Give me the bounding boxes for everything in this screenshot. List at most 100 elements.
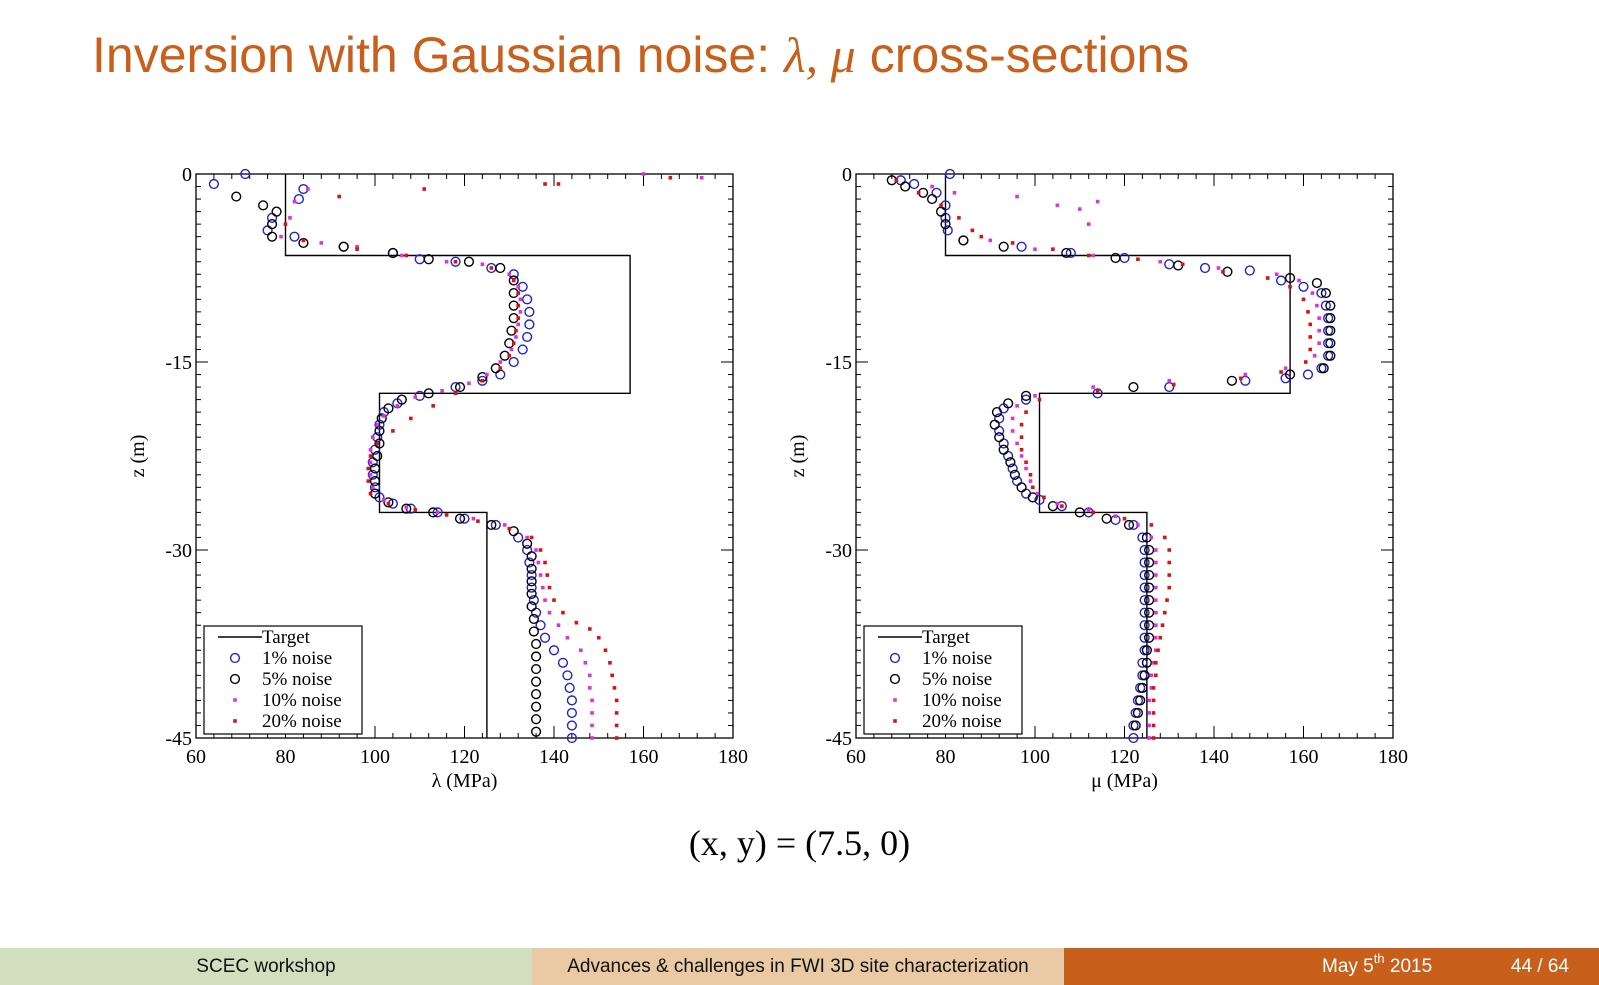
data-point-s3 bbox=[288, 216, 292, 220]
data-point-s4 bbox=[409, 416, 413, 421]
coordinate-caption: (x, y) = (7.5, 0) bbox=[688, 823, 911, 863]
data-markers bbox=[886, 168, 1336, 744]
data-point-s2 bbox=[454, 513, 466, 524]
data-point-s3 bbox=[1317, 316, 1321, 320]
data-point-s2 bbox=[530, 663, 542, 675]
data-point-s1 bbox=[459, 513, 470, 524]
data-point-s4 bbox=[561, 610, 565, 615]
x-tick-label: 100 bbox=[1020, 746, 1050, 768]
data-point-s3 bbox=[1077, 207, 1082, 211]
data-point-s3 bbox=[507, 272, 512, 277]
data-point-s4 bbox=[1154, 661, 1158, 665]
data-point-s3 bbox=[1297, 278, 1301, 283]
data-point-s4 bbox=[1158, 635, 1163, 640]
data-point-s3 bbox=[590, 698, 594, 703]
data-point-s1 bbox=[1298, 281, 1309, 292]
data-point-s4 bbox=[1028, 473, 1033, 477]
data-point-s1 bbox=[524, 319, 535, 330]
data-point-s3 bbox=[1055, 203, 1060, 208]
legend-marker bbox=[229, 652, 241, 664]
data-point-s2 bbox=[528, 626, 539, 637]
data-point-s3 bbox=[1312, 353, 1317, 358]
data-point-s2 bbox=[383, 497, 394, 508]
data-point-s4 bbox=[1306, 310, 1310, 314]
data-point-s2 bbox=[338, 241, 349, 252]
data-point-s3 bbox=[518, 310, 523, 314]
data-point-s4 bbox=[612, 686, 617, 690]
data-point-s4 bbox=[1160, 623, 1165, 627]
data-point-s3 bbox=[1136, 523, 1140, 527]
data-point-s3 bbox=[1310, 291, 1315, 295]
data-point-s3 bbox=[590, 711, 594, 715]
data-point-s2 bbox=[1110, 252, 1121, 264]
data-point-s2 bbox=[1123, 519, 1135, 531]
data-point-s4 bbox=[1308, 335, 1313, 339]
data-point-s4 bbox=[538, 548, 543, 552]
data-point-s1 bbox=[548, 645, 560, 656]
data-point-s2 bbox=[530, 689, 542, 700]
data-point-s3 bbox=[1095, 199, 1100, 204]
data-point-s3 bbox=[1154, 635, 1158, 640]
x-tick-label: 120 bbox=[1110, 746, 1140, 768]
data-point-s1 bbox=[522, 331, 533, 343]
data-point-s3 bbox=[1147, 723, 1151, 728]
legend-label: 10% noise bbox=[922, 690, 1002, 711]
data-point-s4 bbox=[413, 508, 418, 512]
data-point-s1 bbox=[1139, 607, 1150, 618]
data-point-s2 bbox=[528, 613, 539, 625]
data-point-s2 bbox=[374, 438, 385, 449]
data-point-s3 bbox=[1158, 259, 1163, 264]
data-point-s3 bbox=[1015, 441, 1019, 446]
data-point-s3 bbox=[1033, 394, 1037, 398]
data-point-s1 bbox=[1139, 620, 1150, 631]
data-point-s2 bbox=[1003, 398, 1014, 409]
x-tick-label: 100 bbox=[360, 746, 390, 768]
data-point-s3 bbox=[1149, 686, 1154, 690]
data-point-s2 bbox=[998, 241, 1009, 252]
data-point-s2 bbox=[1130, 720, 1141, 731]
data-point-s4 bbox=[552, 598, 556, 602]
data-point-s2 bbox=[994, 432, 1005, 443]
x-tick-label: 160 bbox=[1289, 746, 1319, 768]
data-point-s4 bbox=[1288, 285, 1292, 289]
data-point-s4 bbox=[1167, 548, 1172, 552]
data-point-s3 bbox=[444, 259, 449, 264]
data-point-s1 bbox=[909, 178, 920, 190]
data-point-s2 bbox=[530, 638, 542, 650]
data-point-s3 bbox=[370, 435, 375, 439]
data-point-s2 bbox=[1141, 645, 1152, 656]
data-point-s1 bbox=[1128, 732, 1139, 744]
data-point-s4 bbox=[516, 303, 520, 308]
data-point-s4 bbox=[368, 491, 373, 496]
data-point-s2 bbox=[1144, 544, 1155, 556]
data-point-s3 bbox=[590, 723, 594, 728]
y-axis-label: z (m) bbox=[787, 435, 809, 478]
x-tick-label: 80 bbox=[276, 746, 296, 768]
data-point-s2 bbox=[526, 551, 537, 562]
data-point-s2 bbox=[372, 450, 383, 462]
data-point-s1 bbox=[562, 670, 573, 681]
data-point-s3 bbox=[534, 548, 538, 552]
data-point-s2 bbox=[1144, 582, 1155, 593]
data-point-s4 bbox=[1151, 698, 1156, 703]
data-point-s3 bbox=[355, 244, 359, 249]
y-tick-label: -45 bbox=[165, 728, 192, 750]
data-point-s2 bbox=[369, 475, 381, 487]
data-point-s4 bbox=[1162, 535, 1167, 540]
legend-marker bbox=[889, 652, 901, 664]
data-point-s4 bbox=[547, 585, 552, 590]
data-point-s3 bbox=[1055, 501, 1060, 506]
data-point-s1 bbox=[535, 620, 546, 631]
data-point-s3 bbox=[541, 585, 545, 590]
data-point-s3 bbox=[514, 335, 518, 339]
data-point-s3 bbox=[516, 285, 520, 289]
data-point-s3 bbox=[1015, 404, 1019, 408]
data-point-s2 bbox=[266, 219, 278, 230]
data-point-s3 bbox=[1086, 222, 1091, 226]
data-point-s2 bbox=[1016, 482, 1027, 493]
data-point-s2 bbox=[1325, 325, 1336, 336]
data-point-s3 bbox=[435, 510, 440, 515]
data-point-s2 bbox=[1144, 620, 1155, 631]
data-point-s3 bbox=[952, 191, 957, 195]
data-point-s3 bbox=[319, 241, 324, 245]
